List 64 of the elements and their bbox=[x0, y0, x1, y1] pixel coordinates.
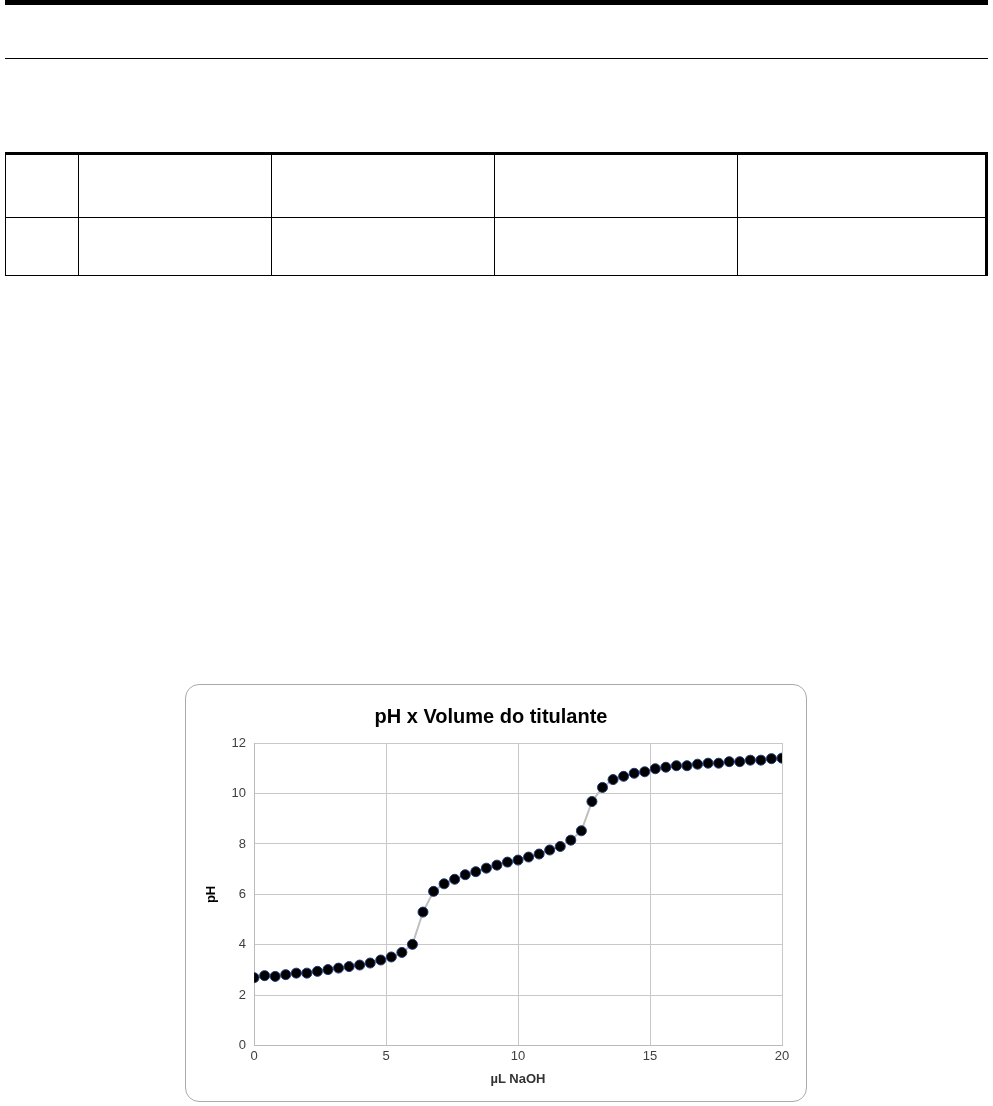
point bbox=[385, 951, 397, 963]
x-tick-label: 0 bbox=[250, 1048, 258, 1064]
point bbox=[290, 967, 302, 979]
y-tick-label: 8 bbox=[238, 835, 247, 851]
point bbox=[660, 761, 672, 773]
point bbox=[544, 844, 556, 856]
point bbox=[512, 854, 524, 866]
point bbox=[755, 754, 767, 766]
point bbox=[333, 962, 345, 974]
y-axis-title: pH bbox=[203, 885, 219, 904]
point bbox=[438, 878, 450, 890]
point bbox=[723, 756, 735, 768]
point bbox=[586, 796, 598, 808]
point bbox=[311, 965, 323, 977]
point bbox=[554, 840, 566, 852]
point bbox=[628, 767, 640, 779]
point bbox=[618, 770, 630, 782]
point bbox=[375, 954, 387, 966]
point bbox=[681, 760, 693, 772]
point bbox=[459, 869, 471, 881]
point bbox=[322, 964, 334, 976]
point bbox=[607, 774, 619, 786]
point bbox=[575, 825, 587, 837]
y-tick-label: 6 bbox=[238, 885, 247, 901]
point bbox=[744, 754, 756, 766]
y-tick-label: 2 bbox=[238, 986, 247, 1002]
point bbox=[523, 851, 535, 863]
x-tick-label: 20 bbox=[774, 1048, 790, 1064]
point bbox=[713, 757, 725, 769]
point bbox=[597, 781, 608, 793]
point bbox=[280, 969, 292, 981]
point bbox=[692, 758, 704, 770]
point bbox=[301, 967, 313, 979]
point bbox=[734, 756, 746, 768]
point bbox=[343, 961, 355, 973]
point bbox=[364, 957, 376, 969]
point bbox=[354, 959, 366, 971]
x-axis-title: µL NaOH bbox=[490, 1070, 546, 1086]
point bbox=[649, 763, 661, 775]
point bbox=[670, 760, 682, 772]
chart-title: pH x Volume do titulante bbox=[374, 704, 608, 727]
point bbox=[480, 862, 492, 874]
x-tick-label: 15 bbox=[642, 1048, 658, 1064]
point bbox=[417, 906, 429, 918]
point bbox=[491, 859, 503, 871]
point bbox=[702, 757, 714, 769]
point bbox=[765, 753, 777, 765]
point bbox=[449, 873, 461, 885]
y-tick-label: 12 bbox=[231, 734, 247, 750]
x-tick-label: 10 bbox=[510, 1048, 526, 1064]
x-tick-label: 5 bbox=[382, 1048, 390, 1064]
y-tick-label: 10 bbox=[231, 785, 247, 801]
point bbox=[470, 866, 482, 878]
point bbox=[501, 856, 513, 868]
point bbox=[565, 834, 577, 846]
point bbox=[396, 946, 408, 958]
point bbox=[406, 938, 418, 950]
point bbox=[269, 970, 281, 982]
y-tick-label: 4 bbox=[238, 936, 247, 952]
point bbox=[428, 885, 440, 897]
point bbox=[259, 970, 271, 982]
y-tick-label: 0 bbox=[238, 1037, 247, 1053]
point bbox=[533, 848, 545, 860]
point bbox=[639, 766, 651, 778]
